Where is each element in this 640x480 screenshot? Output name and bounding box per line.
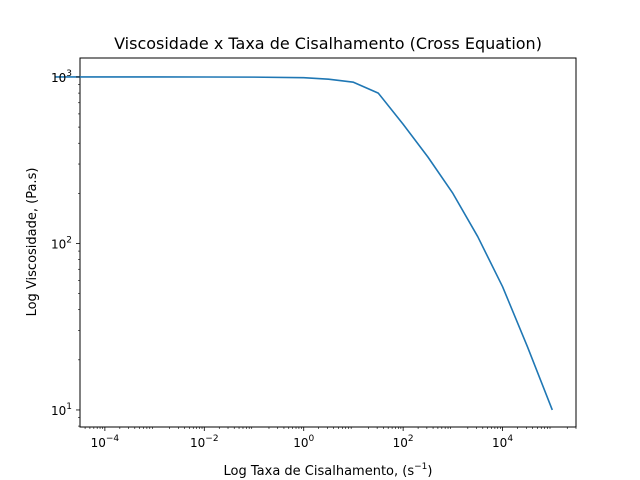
x-tick-label-base: 10 [492, 436, 507, 450]
x-tick-label-exponent: 2 [408, 434, 414, 444]
x-tick-label: 10−2 [190, 434, 219, 450]
x-tick-label-base: 10 [393, 436, 408, 450]
series-layer [55, 76, 554, 411]
x-tick-label: 104 [492, 434, 513, 450]
x-tick-label: 100 [293, 434, 314, 450]
y-tick-label-exponent: 2 [66, 235, 72, 245]
x-tick-label: 10−4 [91, 434, 120, 450]
x-tick-label-base: 10 [293, 436, 308, 450]
x-tick-label-base: 10 [91, 436, 106, 450]
x-axis-ticks: 10−4 10−2 100 102 104 [84, 427, 577, 450]
y-tick-label-exponent: 1 [66, 402, 72, 412]
x-axis-label-suffix: ) [427, 464, 432, 479]
y-tick-label-base: 10 [51, 71, 66, 85]
y-tick-label-base: 10 [51, 237, 66, 251]
y-tick-label: 101 [51, 402, 72, 418]
x-axis-label-exponent: −1 [414, 462, 427, 472]
y-tick-label: 103 [51, 69, 72, 85]
y-tick-label: 102 [51, 235, 72, 251]
x-axis-label: Log Taxa de Cisalhamento, (s−1) [224, 462, 433, 479]
x-tick-label: 102 [393, 434, 414, 450]
y-tick-label-exponent: 3 [66, 69, 72, 79]
x-tick-label-exponent: −4 [106, 434, 120, 444]
series-line-0 [55, 76, 554, 411]
chart-title: Viscosidade x Taxa de Cisalhamento (Cros… [114, 34, 542, 53]
x-tick-label-exponent: 0 [308, 434, 314, 444]
x-tick-label-exponent: 4 [507, 434, 513, 444]
x-axis-label-text: Log Taxa de Cisalhamento, (s [224, 464, 415, 479]
x-tick-label-exponent: −2 [205, 434, 218, 444]
plot-area [79, 57, 577, 428]
y-axis-label: Log Viscosidade, (Pa.s) [25, 168, 40, 317]
x-tick-label-base: 10 [190, 436, 205, 450]
y-tick-label-base: 10 [51, 404, 66, 418]
